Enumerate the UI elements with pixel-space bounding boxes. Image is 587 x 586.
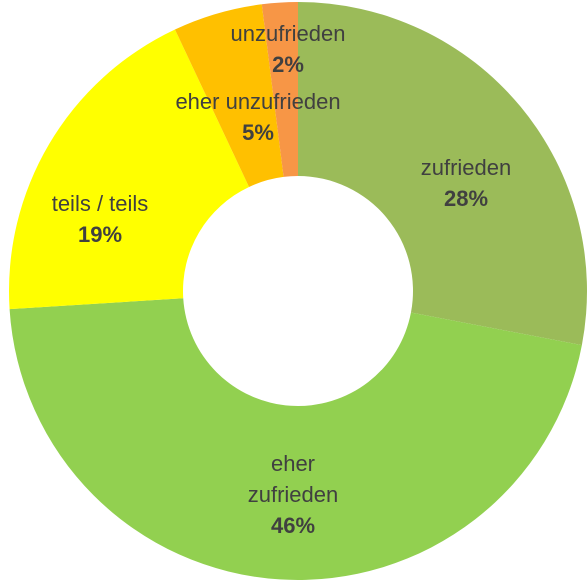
value-label: 46% xyxy=(270,513,316,538)
slice-label: eher zufrieden 46% xyxy=(228,448,358,541)
slice-label: unzufrieden 2% xyxy=(231,18,346,80)
category-label: eher unzufrieden xyxy=(175,89,341,114)
slice xyxy=(298,2,587,346)
slice xyxy=(261,2,298,177)
slice xyxy=(8,29,250,310)
category-label: teils / teils xyxy=(51,191,149,216)
category-label: unzufrieden xyxy=(230,21,346,46)
category-label: zufrieden xyxy=(420,155,512,180)
slice-label: zufrieden 28% xyxy=(421,152,512,214)
value-label: 19% xyxy=(77,222,123,247)
value-label: 28% xyxy=(443,186,489,211)
category-label: eher zufrieden xyxy=(247,451,339,507)
slice xyxy=(174,4,284,187)
slice-label: teils / teils 19% xyxy=(52,188,149,250)
slice xyxy=(9,298,582,581)
slice-label: eher unzufrieden 5% xyxy=(175,86,340,148)
value-label: 5% xyxy=(242,120,274,145)
value-label: 2% xyxy=(272,52,304,77)
